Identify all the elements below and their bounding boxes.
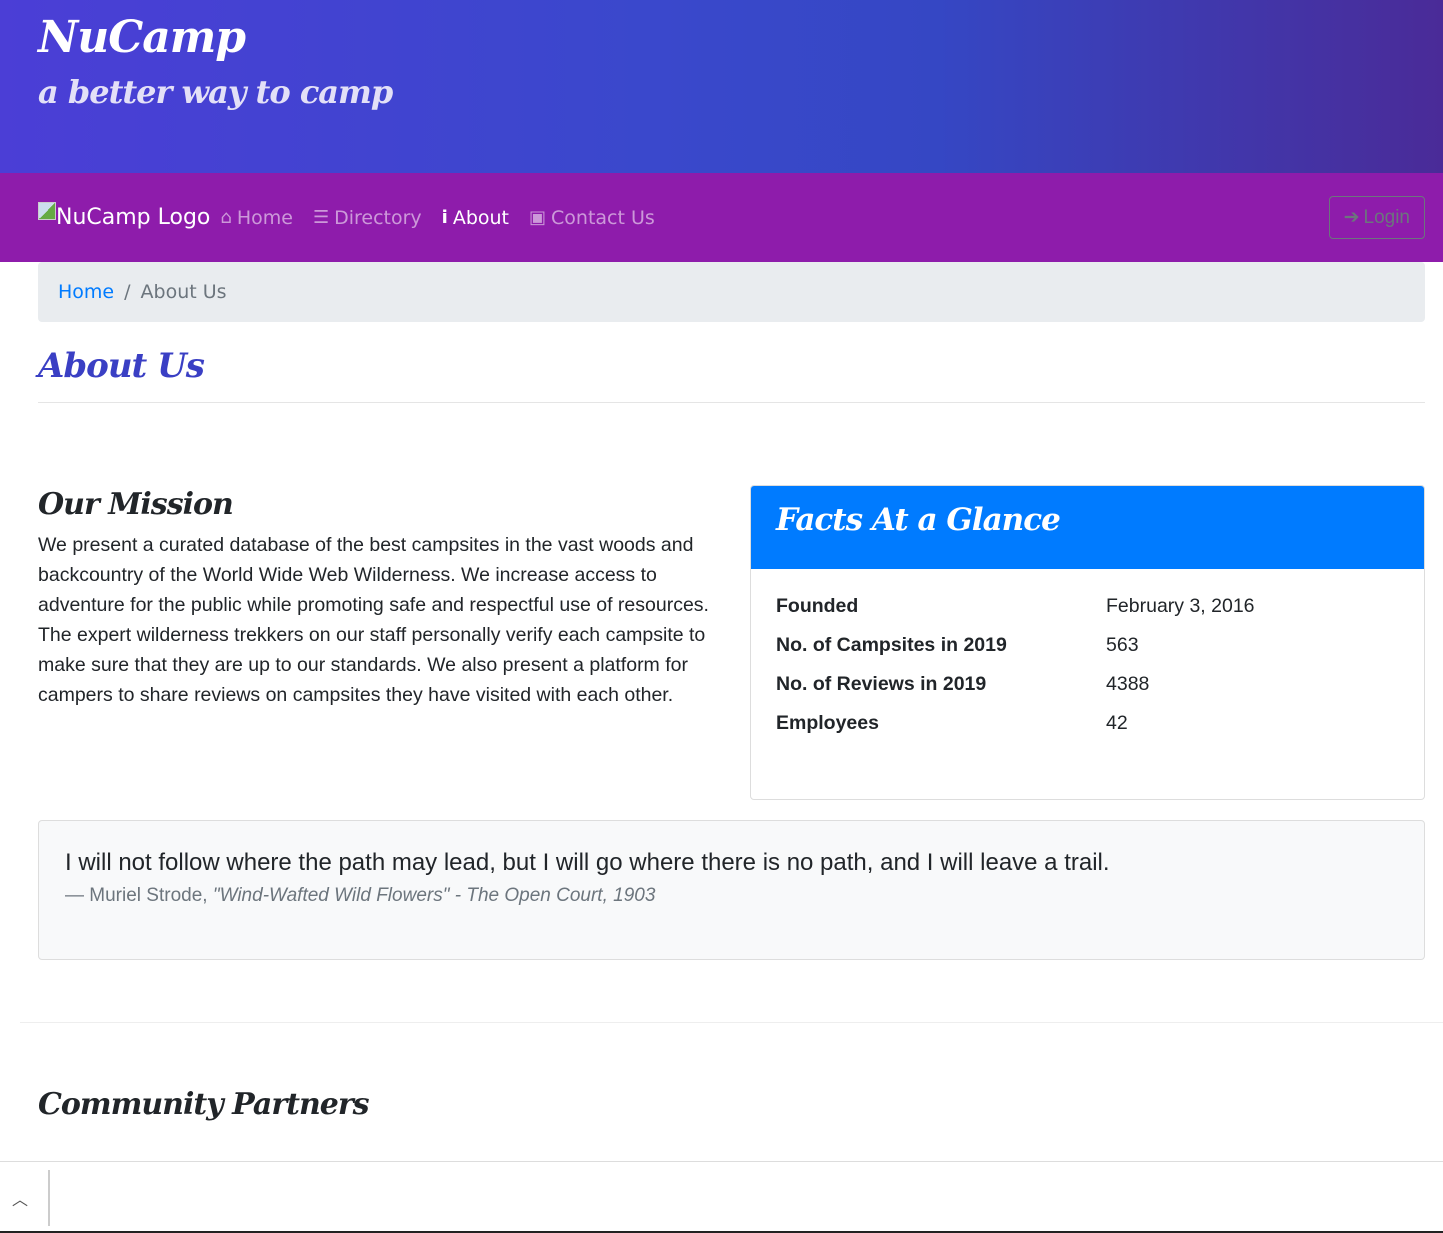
nav-label: Contact Us: [551, 206, 655, 229]
breadcrumb-home[interactable]: Home: [58, 281, 115, 303]
site-title: NuCamp: [38, 12, 246, 63]
navbar: NuCamp Logo ⌂ Home ☰ Directory i About ▣ Con…: [0, 173, 1443, 262]
quote-source: "Wind-Wafted Wild Flowers" - The Open Co…: [212, 885, 656, 906]
header-jumbotron: NuCamp a better way to camp: [0, 0, 1443, 173]
nav-home[interactable]: ⌂ Home: [220, 207, 293, 229]
breadcrumb-current: About Us: [140, 281, 227, 303]
window-edge: [0, 1231, 1443, 1233]
logo-alt-text: NuCamp Logo: [56, 205, 211, 230]
list-icon: ☰: [312, 207, 330, 228]
nav-label: Directory: [334, 206, 422, 229]
nav-contact[interactable]: ▣ Contact Us: [529, 207, 655, 229]
breadcrumb: Home / About Us: [38, 262, 1425, 322]
login-label: Login: [1363, 206, 1411, 228]
address-card-icon: ▣: [529, 207, 547, 228]
fact-value: February 3, 2016: [1106, 595, 1255, 617]
sign-in-icon: ➔: [1343, 207, 1360, 228]
quote-text: I will not follow where the path may lea…: [65, 849, 1110, 876]
fact-value: 42: [1106, 712, 1128, 734]
panel-divider: [48, 1170, 50, 1226]
fact-value: 4388: [1106, 673, 1150, 695]
mission-text: We present a curated database of the bes…: [38, 534, 709, 706]
broken-image-icon: [38, 201, 56, 220]
logo-link[interactable]: NuCamp Logo: [38, 201, 211, 230]
nav-label: Home: [236, 206, 293, 229]
blockquote: I will not follow where the path may lea…: [38, 820, 1425, 960]
nav-label: About: [452, 206, 510, 229]
home-icon: ⌂: [220, 207, 232, 228]
nav-about[interactable]: i About: [442, 207, 509, 229]
nav-directory[interactable]: ☰ Directory: [313, 207, 422, 229]
mission-section: Our Mission We present a curated databas…: [38, 485, 718, 800]
bottom-panel: ︿: [0, 1161, 1443, 1233]
breadcrumb-separator: /: [124, 281, 131, 303]
facts-card: Facts At a Glance Founded February 3, 201…: [750, 485, 1425, 800]
fact-label: No. of Reviews in 2019: [776, 673, 987, 695]
mission-title: Our Mission: [38, 487, 234, 522]
quote-footer: — Muriel Strode, "Wind-Wafted Wild Flowe…: [65, 885, 1398, 907]
page-title: About Us: [38, 346, 1425, 403]
login-button[interactable]: ➔ Login: [1328, 196, 1425, 239]
quote-author: — Muriel Strode,: [65, 885, 213, 906]
fact-label: No. of Campsites in 2019: [776, 634, 1007, 656]
divider: [20, 1022, 1443, 1023]
chevron-up-icon[interactable]: ︿: [12, 1190, 29, 1209]
info-icon: i: [441, 207, 448, 228]
facts-title: Facts At a Glance: [751, 486, 1424, 569]
partners-title: Community Partners: [38, 1087, 370, 1122]
site-subtitle: a better way to camp: [38, 73, 393, 111]
fact-label: Employees: [776, 712, 879, 734]
fact-label: Founded: [776, 595, 859, 617]
fact-value: 563: [1106, 634, 1139, 656]
